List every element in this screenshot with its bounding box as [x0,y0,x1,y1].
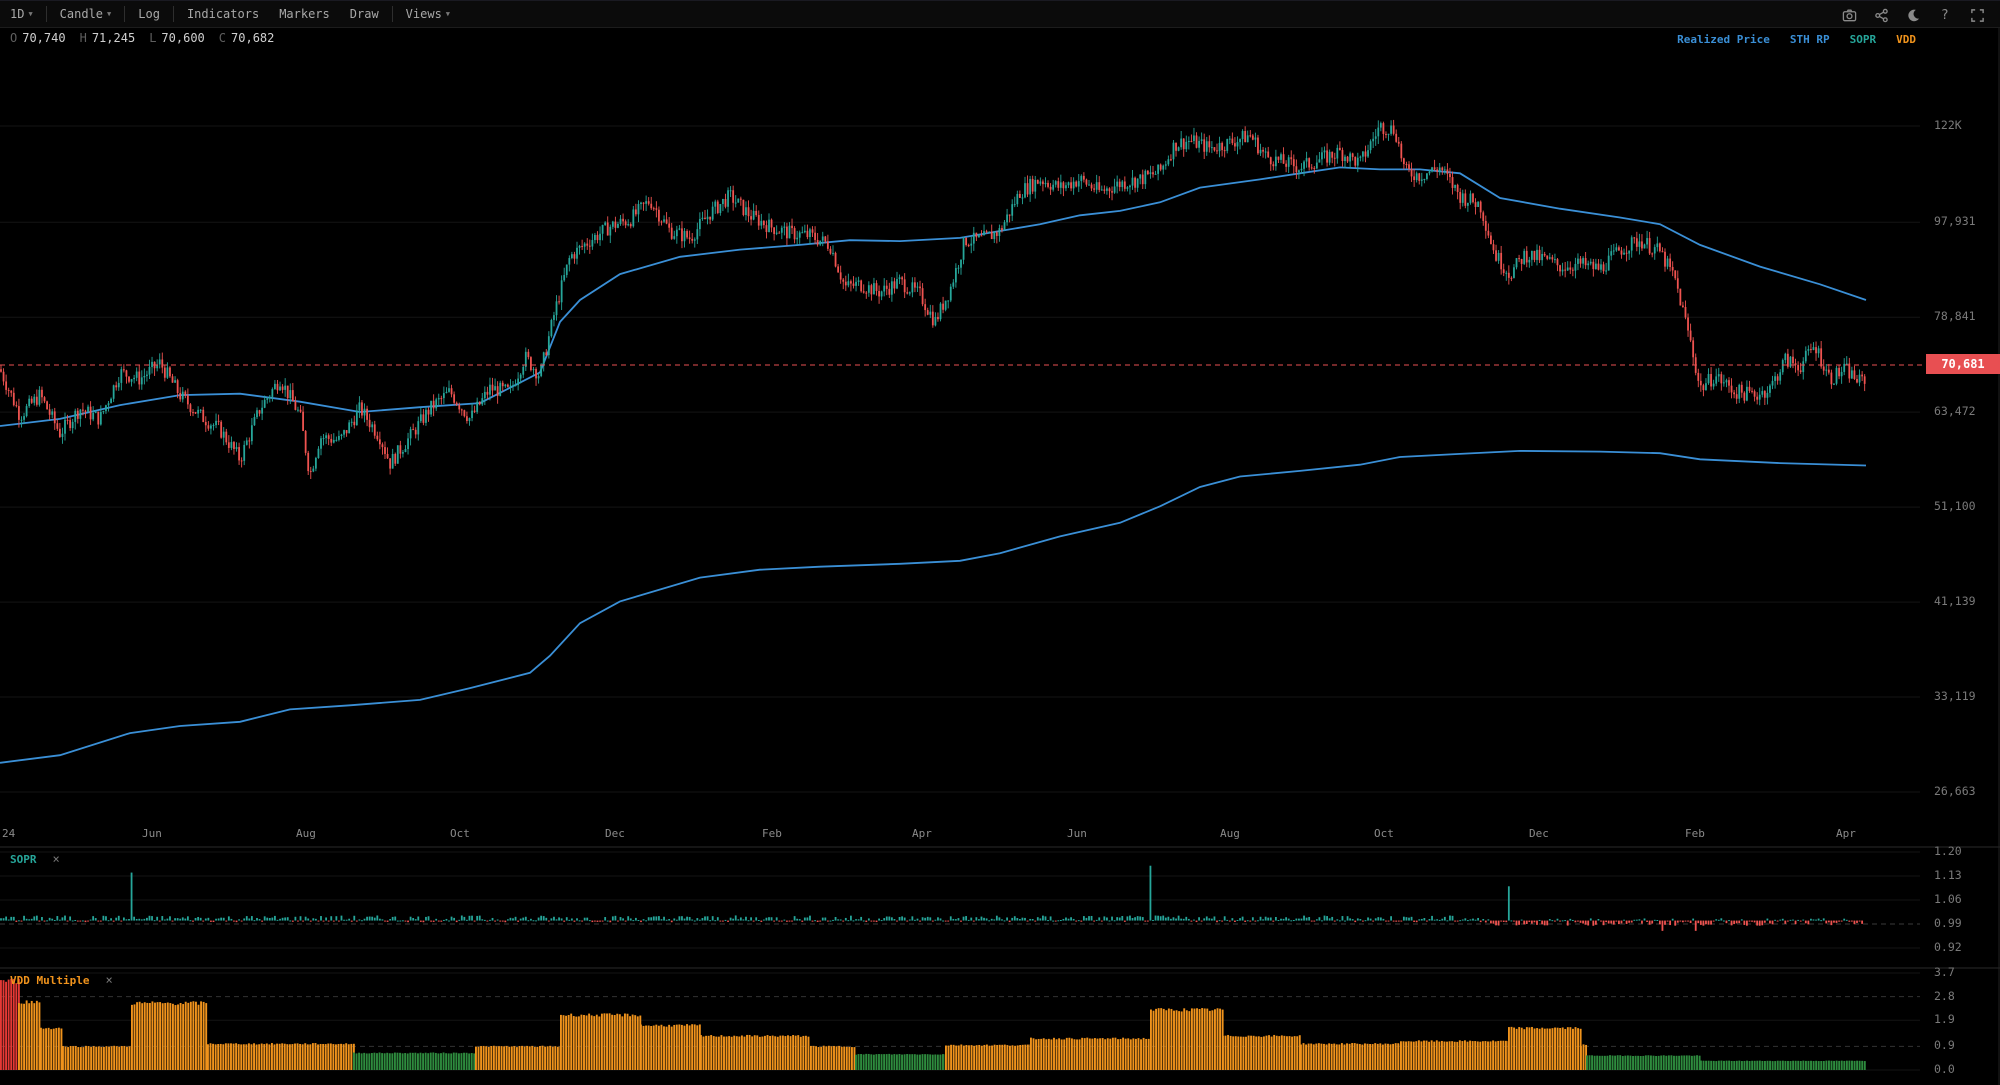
help-icon[interactable]: ? [1941,7,1949,23]
time-axis-label: Jun [142,827,162,840]
fullscreen-icon[interactable] [1962,1,1992,29]
price-axis-label: 26,663 [1934,784,1976,798]
toolbar-actions: ? [1834,1,1992,29]
candles [0,119,1866,480]
vdd-axis-label: 0.9 [1934,1038,1955,1053]
vdd-axis-label: 3.7 [1934,965,1955,979]
interval-dropdown[interactable]: 1D ▼ [0,0,43,28]
open-value: O 70,740 [10,31,66,45]
draw-button[interactable]: Draw [349,7,379,21]
vdd-pane-header: VDD Multiple × [10,973,113,987]
time-axis-label: Oct [450,827,470,840]
chevron-down-icon: ▼ [107,10,112,18]
price-axis-label: 63,472 [1934,404,1976,419]
time-axis-label: Apr [912,827,932,840]
close-value: C 70,682 [218,31,275,45]
time-axis-label: Aug [296,827,316,840]
time-axis-label: Jun [1067,827,1087,840]
views-dropdown[interactable]: Views ▼ [396,0,460,28]
vdd-bars [0,978,1866,1070]
time-axis-label: Dec [605,827,625,840]
moon-icon[interactable] [1898,1,1928,29]
indicators-button[interactable]: Indicators [186,7,260,21]
sopr-pane-header: SOPR × [10,852,60,866]
close-icon[interactable]: × [52,852,60,866]
views-label: Views [405,7,442,21]
price-axis-label: 78,841 [1934,309,1976,324]
divider [391,6,393,22]
sopr-pane-title: SOPR [10,852,37,866]
divider [172,6,174,22]
time-axis-label: Apr [1836,827,1856,840]
markers-button[interactable]: Markers [279,7,330,21]
chart-type-label: Candle [59,7,104,21]
low-value: L 70,600 [149,31,205,45]
close-icon[interactable]: × [105,973,113,987]
sopr-axis-label: 1.20 [1934,844,1962,858]
indicator-legend: Realized Price STH RP SOPR VDD [1677,33,1916,46]
share-icon[interactable] [1866,1,1896,29]
sopr-bars [0,865,1864,931]
chevron-down-icon: ▼ [28,10,33,18]
legend-sopr[interactable]: SOPR [1849,33,1877,46]
sopr-axis-label: 0.92 [1934,940,1962,954]
high-value: H 71,245 [79,31,136,45]
sopr-axis-label: 1.06 [1934,892,1962,906]
sopr-axis-label: 0.99 [1934,916,1962,930]
price-axis-label: 122K [1934,118,1962,132]
camera-icon[interactable] [1834,1,1864,29]
time-axis-label: 24 [2,827,16,840]
vdd-axis-label: 2.8 [1934,988,1955,1003]
sopr-axis-label: 1.13 [1934,868,1962,882]
time-axis-label: Feb [762,827,782,840]
interval-label: 1D [10,7,25,21]
time-axis-label: Aug [1220,827,1240,840]
legend-sth-rp[interactable]: STH RP [1789,33,1830,46]
vdd-pane-title: VDD Multiple [10,973,90,987]
time-axis-label: Oct [1374,827,1394,840]
current-price-tag: 70,681 [1926,354,2000,374]
price-axis-label: 97,931 [1934,214,1976,229]
legend-vdd[interactable]: VDD [1896,33,1916,46]
legend-realized-price[interactable]: Realized Price [1677,33,1770,46]
vdd-axis-label: 0.0 [1934,1062,1955,1076]
ohlc-readout: O 70,740 H 71,245 L 70,600 C 70,682 [10,31,274,45]
chevron-down-icon: ▼ [445,10,451,18]
divider [124,6,126,22]
vdd-axis-label: 1.9 [1934,1012,1955,1027]
price-axis-label: 33,119 [1934,689,1976,704]
toolbar: 1D ▼ Candle ▼ Log Indicators Markers Draw … [0,0,2000,28]
log-scale-button[interactable]: Log [138,7,160,21]
chart-type-dropdown[interactable]: Candle ▼ [50,0,122,28]
time-axis-label: Feb [1685,827,1705,840]
price-axis-label: 51,100 [1934,499,1976,514]
divider [45,6,47,22]
price-axis-label: 41,139 [1934,594,1976,609]
time-axis-label: Dec [1529,827,1549,840]
